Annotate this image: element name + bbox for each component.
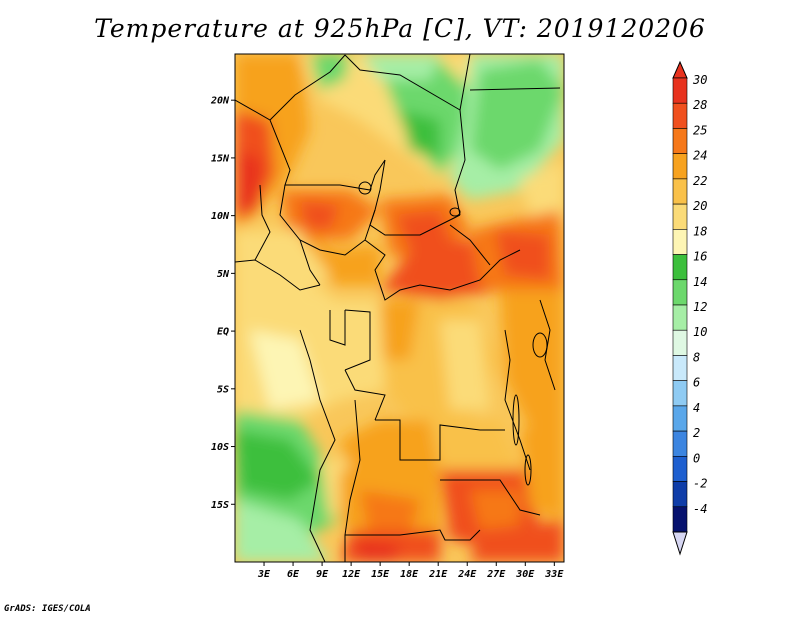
country-borders	[235, 54, 561, 562]
lon-label: 15E	[371, 569, 390, 580]
lat-label: 15S	[211, 500, 229, 511]
lakes	[358, 181, 548, 486]
colorbar-label: 10	[693, 325, 707, 339]
colorbar-label: 14	[693, 275, 707, 289]
colorbar-swatch	[672, 430, 688, 457]
lon-label: 27E	[486, 569, 506, 580]
colorbar-swatch	[672, 329, 688, 356]
longitude-axis: 3E 6E 9E 12E 15E 18E 21E 24E 27E 30E 33E	[257, 562, 564, 580]
colorbar-label: -2	[693, 477, 707, 491]
lon-label: 18E	[400, 569, 419, 580]
colorbar-label: 4	[693, 401, 700, 415]
colorbar-swatch	[672, 279, 688, 306]
colorbar-swatch	[672, 229, 688, 255]
lat-label: 5S	[217, 384, 229, 395]
colorbar-swatch	[672, 203, 688, 230]
colorbar-swatch	[672, 380, 688, 407]
colorbar-label: 24	[693, 149, 707, 163]
temperature-field	[235, 54, 564, 562]
colorbar-label: 8	[693, 350, 700, 364]
lat-label: 10N	[211, 211, 230, 222]
colorbar-swatch	[672, 254, 688, 281]
colorbar-swatch	[672, 178, 688, 205]
lat-label: 5N	[217, 269, 230, 280]
grads-credit: GrADS: IGES/COLA	[4, 604, 91, 614]
colorbar-label: 18	[693, 224, 707, 238]
lon-label: 24E	[457, 569, 477, 580]
latitude-axis: 20N 15N 10N 5N EQ 5S 10S 15S	[210, 96, 235, 511]
lon-label: 9E	[316, 569, 329, 580]
colorbar-swatch	[672, 456, 688, 482]
colorbar-swatch	[672, 355, 688, 381]
lat-label: 15N	[211, 153, 230, 164]
colorbar-label: 6	[693, 376, 700, 390]
colorbar-label: 16	[693, 250, 707, 264]
colorbar-label: 30	[692, 73, 707, 87]
colorbar-swatch	[672, 128, 688, 154]
colorbar-label: 28	[693, 98, 707, 112]
colorbar-swatch	[672, 405, 688, 432]
colorbar-label: 22	[693, 174, 707, 188]
lon-label: 12E	[342, 569, 361, 580]
lon-label: 6E	[287, 569, 300, 580]
colorbar-label: -4	[693, 502, 707, 516]
colorbar-label: 12	[693, 300, 707, 314]
colorbar-label: 2	[693, 426, 700, 440]
lon-label: 21E	[428, 569, 448, 580]
colorbar-swatch	[672, 102, 688, 129]
colorbar-label: 0	[693, 451, 700, 465]
chart-title: Temperature at 925hPa [C], VT: 201912020…	[94, 14, 706, 43]
colorbar-swatch	[672, 304, 688, 331]
colorbar-swatch	[672, 481, 688, 508]
lon-label: 33E	[544, 569, 564, 580]
lat-label: EQ	[217, 327, 229, 338]
map-frame	[234, 53, 565, 563]
lat-label: 10S	[211, 442, 229, 453]
lon-label: 3E	[257, 569, 271, 580]
colorbar-label: 20	[693, 199, 707, 213]
colorbar-top-arrow	[672, 60, 688, 79]
colorbar-swatch	[672, 506, 688, 533]
lon-label: 30E	[515, 569, 535, 580]
colorbar-swatch	[672, 77, 688, 104]
colorbar-label: 25	[693, 123, 707, 137]
lat-label: 20N	[210, 96, 230, 107]
colorbar-bottom-arrow	[672, 531, 688, 556]
colorbar-swatch	[672, 153, 688, 180]
